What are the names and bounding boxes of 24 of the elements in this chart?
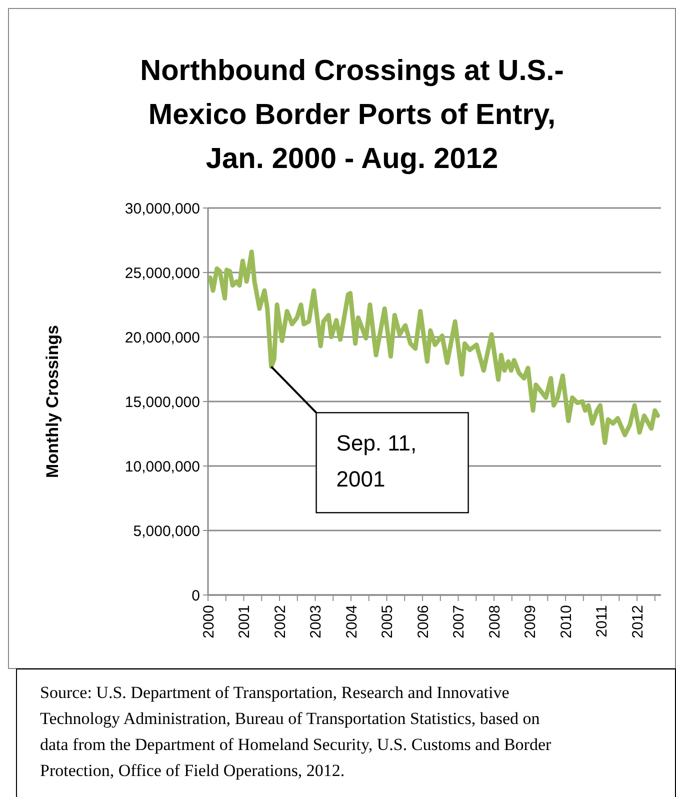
y-tick-label: 0: [192, 587, 200, 604]
x-tick-label: 2003: [308, 605, 325, 638]
x-tick-label: 2004: [343, 605, 360, 638]
x-tick-label: 2000: [200, 605, 218, 638]
y-tick-label: 30,000,000: [124, 200, 200, 218]
y-tick-label: 25,000,000: [124, 264, 200, 282]
x-tick-label: 2002: [272, 605, 289, 638]
chart-title: Northbound Crossings at U.S.-Mexico Border Ports of Entry, Jan. 2000 - Aug. 2012: [140, 55, 564, 175]
x-tick-label: 2012: [629, 605, 646, 638]
x-tick-label: 2007: [450, 605, 468, 638]
x-tick-label: 2010: [558, 605, 575, 638]
x-tick-label: 2006: [414, 605, 432, 638]
x-tick-label: 2005: [379, 605, 396, 638]
x-tick-label: 2009: [522, 605, 540, 638]
y-tick-label: 5,000,000: [133, 522, 200, 540]
x-tick-label: 2011: [594, 605, 611, 638]
annotation: Sep. 11, 2001: [336, 430, 417, 492]
y-tick-label: 15,000,000: [124, 394, 200, 411]
x-tick-label: 2001: [236, 605, 254, 638]
source-note: Source: U.S. Department of Transportation, Research and Innovative Technology Administration, Bureau of Transportation Statistics, based on data from the Department of Homeland Security, U.S. Customs and Border Protection, Office of Field Operations, 2012.: [40, 683, 552, 780]
y-axis-title: Monthly Crossings: [43, 324, 62, 478]
y-tick-label: 10,000,000: [124, 458, 200, 476]
y-tick-label: 20,000,000: [124, 329, 200, 346]
x-tick-label: 2008: [486, 605, 504, 638]
